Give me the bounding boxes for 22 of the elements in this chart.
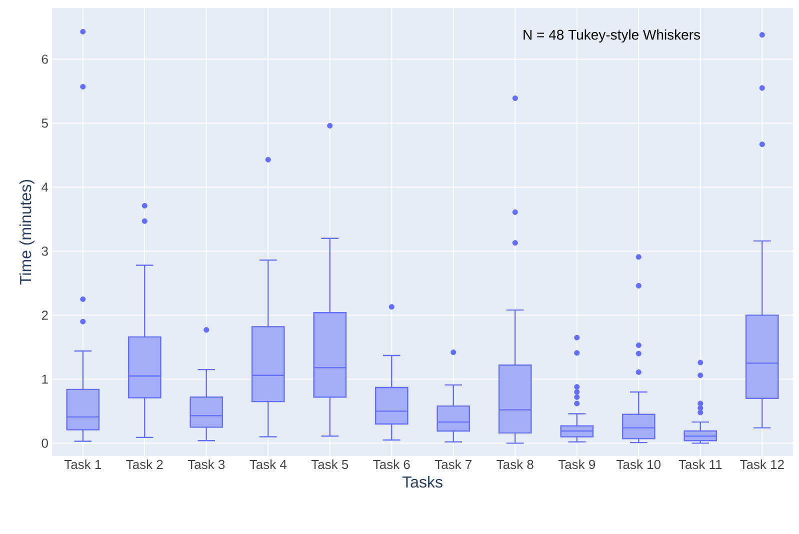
y-axis-title: Time (minutes): [19, 180, 34, 285]
y-tick-label: 1: [42, 374, 48, 384]
x-tick-label: Task 1: [64, 460, 102, 470]
x-tick-label: Task 2: [126, 460, 163, 470]
y-tick-label: 2: [42, 310, 48, 320]
x-tick-label: Task 3: [188, 460, 225, 470]
y-tick-label: 0: [42, 438, 48, 448]
x-tick-label: Task 6: [373, 460, 410, 470]
y-tick-label: 5: [42, 118, 48, 128]
y-tick-label: 3: [42, 246, 48, 256]
x-axis-title: Tasks: [402, 476, 442, 488]
annotation: N = 48 Tukey-style Whiskers: [524, 29, 700, 42]
x-tick-label: Task 7: [434, 460, 472, 470]
x-tick-label: Task 4: [250, 460, 287, 470]
x-tick-label: Task 5: [311, 460, 348, 470]
y-tick-label: 4: [42, 182, 48, 192]
y-tick-label: 6: [42, 54, 48, 64]
x-tick-label: Task 8: [496, 460, 534, 470]
x-tick-label: Task 10: [616, 460, 661, 470]
x-tick-label: Task 12: [740, 460, 784, 470]
x-tick-label: Task 11: [678, 460, 722, 470]
x-tick-label: Task 9: [558, 460, 596, 470]
